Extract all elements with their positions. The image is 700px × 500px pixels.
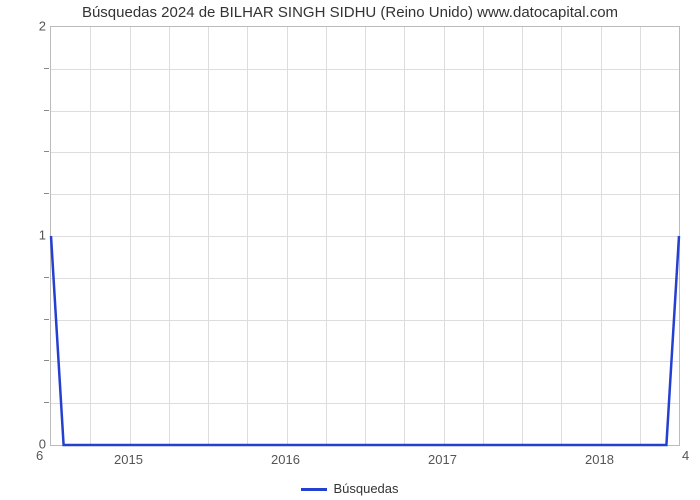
y-minor-tick xyxy=(44,68,49,69)
y-tick-label: 0 xyxy=(28,437,46,452)
legend-swatch xyxy=(301,488,327,491)
plot-area xyxy=(50,26,680,446)
y-tick-label: 1 xyxy=(28,228,46,243)
y-minor-tick xyxy=(44,360,49,361)
y-tick-label: 2 xyxy=(28,19,46,34)
x-tick-label: 2017 xyxy=(428,452,457,467)
y-minor-tick xyxy=(44,110,49,111)
corner-label-right: 4 xyxy=(682,448,689,463)
x-tick-label: 2018 xyxy=(585,452,614,467)
y-minor-tick xyxy=(44,151,49,152)
chart-title: Búsquedas 2024 de BILHAR SINGH SIDHU (Re… xyxy=(0,4,700,21)
x-tick-label: 2015 xyxy=(114,452,143,467)
line-series xyxy=(51,27,679,445)
y-minor-tick xyxy=(44,319,49,320)
x-tick-label: 2016 xyxy=(271,452,300,467)
legend-label: Búsquedas xyxy=(333,481,398,496)
y-minor-tick xyxy=(44,277,49,278)
y-minor-tick xyxy=(44,193,49,194)
y-minor-tick xyxy=(44,402,49,403)
legend: Búsquedas xyxy=(0,481,700,496)
